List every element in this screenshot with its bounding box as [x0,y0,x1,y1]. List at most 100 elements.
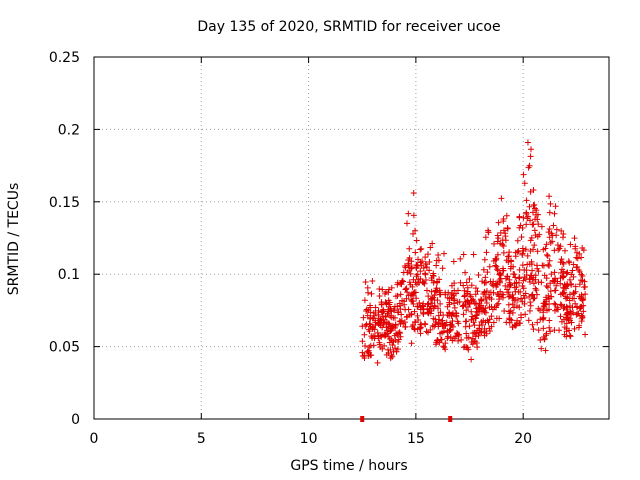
data-point [567,241,574,248]
data-point [527,146,534,153]
data-point [523,197,530,204]
data-point [427,244,434,251]
data-point [378,333,385,340]
data-point [400,278,407,285]
data-point [472,312,479,319]
data-point [448,312,455,319]
data-point [543,241,550,248]
data-point [401,298,408,305]
data-point [547,288,554,295]
data-point [385,286,392,293]
data-point [528,258,535,265]
data-point [473,301,480,308]
data-point [512,322,519,329]
data-point [417,259,424,266]
data-point [546,193,553,200]
data-point [496,277,503,284]
y-tick-label: 0.25 [49,50,80,66]
data-point [376,286,383,293]
data-point [385,333,392,340]
data-point [503,212,510,219]
data-point [483,249,490,256]
data-point [375,320,382,327]
data-point [502,282,509,289]
data-point [527,299,534,306]
data-point [578,271,585,278]
data-point [580,247,587,254]
data-point [563,303,570,310]
data-point [396,318,403,325]
data-point [493,315,500,322]
data-point [559,290,566,297]
data-point [389,353,396,360]
data-point [488,303,495,310]
data-point [552,203,559,210]
data-point [479,322,486,329]
data-point [408,296,415,303]
data-point [447,326,454,333]
data-point [442,322,449,329]
data-point [367,304,374,311]
data-point [564,294,571,301]
y-tick-label: 0.1 [58,267,80,283]
data-point [500,242,507,249]
data-point [472,330,479,337]
data-point [392,293,399,300]
data-point [451,300,458,307]
data-point [466,276,473,283]
data-point [382,313,389,320]
data-point [552,301,559,308]
data-point [566,327,573,334]
data-point [435,312,442,319]
data-point [547,328,554,335]
data-point [572,283,579,290]
data-point [494,232,501,239]
data-point [493,263,500,270]
data-point [381,331,388,338]
data-point [457,255,464,262]
data-point [409,298,416,305]
data-point [548,293,555,300]
data-point [548,271,555,278]
x-axis-marker [360,416,365,422]
data-point [423,264,430,271]
data-point [414,312,421,319]
data-point [521,180,528,187]
data-point [512,274,519,281]
data-point [509,301,516,308]
data-point [415,256,422,263]
data-point [579,313,586,320]
data-point [534,248,541,255]
data-point [526,162,533,169]
data-point [413,295,420,302]
data-point [500,249,507,256]
data-point [396,300,403,307]
data-point [514,237,521,244]
data-point [518,314,525,321]
data-point [404,289,411,296]
data-point [534,216,541,223]
data-point [523,272,530,279]
data-point [533,211,540,218]
data-point [568,319,575,326]
data-point [370,315,377,322]
data-point [555,246,562,253]
data-point [494,281,501,288]
data-point [494,238,501,245]
data-point [533,291,540,298]
data-point [451,335,458,342]
data-point [508,317,515,324]
data-point [483,330,490,337]
data-point [546,262,553,269]
data-point [400,269,407,276]
data-point [566,291,573,298]
data-point [499,291,506,298]
data-point [546,234,553,241]
data-point [410,189,417,196]
data-point [506,293,513,300]
data-point [566,315,573,322]
data-point [429,322,436,329]
data-point [524,139,531,146]
y-tick-label: 0.05 [49,340,80,356]
data-point [496,296,503,303]
